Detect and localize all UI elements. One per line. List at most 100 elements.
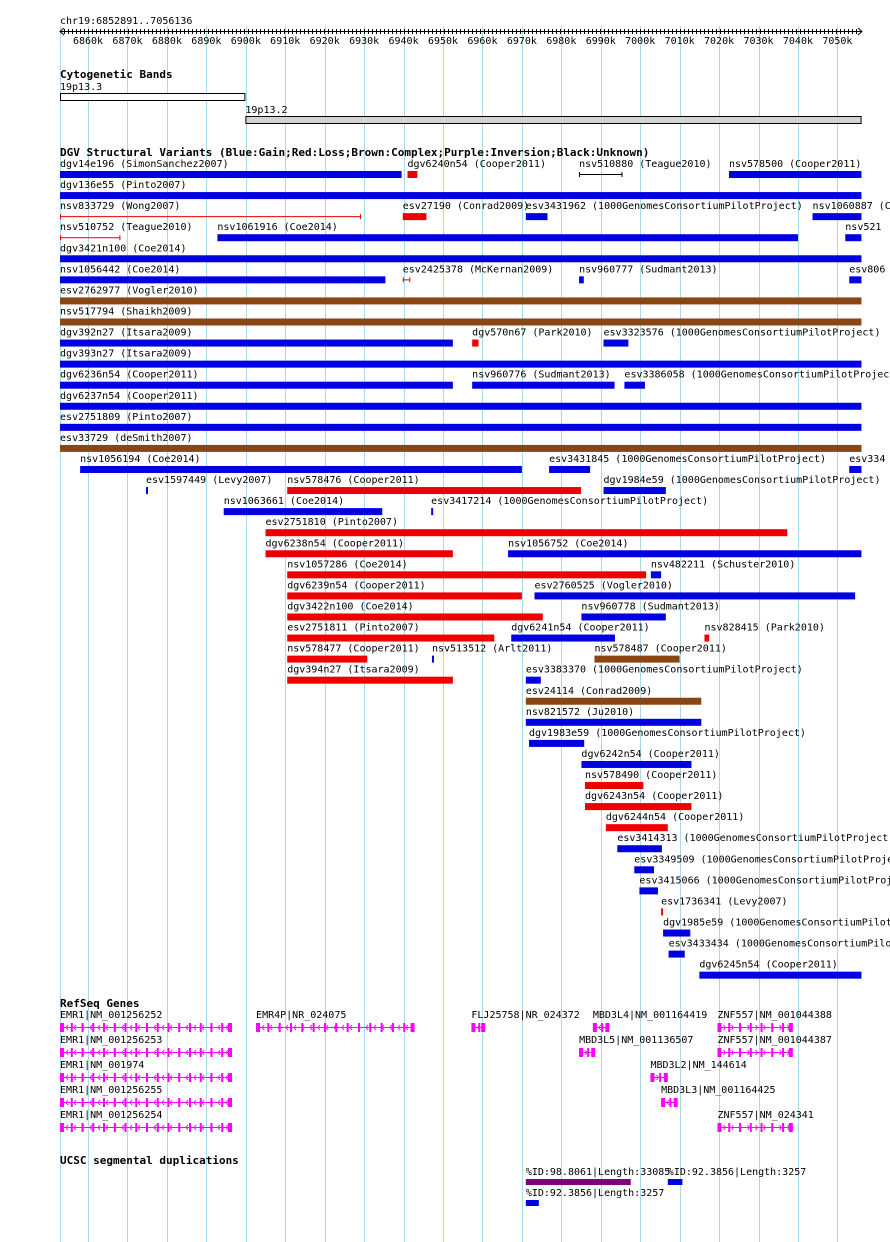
sv-feature[interactable]: nsv578476 (Cooper2011): [287, 475, 582, 495]
segdup-bar[interactable]: [525, 1200, 539, 1206]
cytobands-track[interactable]: 19p13.3 19p13.2: [60, 82, 862, 124]
sv-bar[interactable]: [287, 613, 543, 621]
sv-bar[interactable]: [605, 824, 668, 832]
sv-bar[interactable]: [603, 339, 629, 347]
sv-bar[interactable]: [60, 423, 862, 431]
sv-bar[interactable]: [525, 676, 541, 684]
sv-bar[interactable]: [60, 276, 386, 284]
sv-bar[interactable]: [511, 634, 615, 642]
sv-feature[interactable]: nsv578487 (Cooper2011): [594, 644, 727, 663]
sv-bar[interactable]: [407, 171, 418, 178]
sv-bar[interactable]: [728, 171, 862, 178]
sv-bar[interactable]: [525, 718, 702, 726]
sv-bar[interactable]: [60, 192, 862, 200]
sv-bar[interactable]: [661, 908, 664, 916]
sv-bar[interactable]: [663, 929, 691, 937]
sv-feature[interactable]: dgv6244n54 (Cooper2011): [605, 812, 744, 832]
sv-feature[interactable]: esv3414313 (1000GenomesConsortiumPilotPr…: [617, 833, 890, 853]
cytoband[interactable]: [245, 116, 862, 124]
sv-feature[interactable]: nsv833729 (Wong2007): [60, 201, 361, 220]
cytoband[interactable]: [60, 93, 246, 101]
sv-bar[interactable]: [508, 550, 862, 558]
sv-feature[interactable]: dgv6236n54 (Cooper2011): [60, 370, 453, 389]
sv-feature[interactable]: nsv510752 (Teague2010): [60, 222, 192, 241]
sv-bar[interactable]: [287, 634, 495, 642]
segdups-track[interactable]: %ID:98.8061|Length:33085%ID:92.3856|Leng…: [525, 1167, 806, 1206]
sv-feature[interactable]: dgv3421n100 (Coe2014): [60, 243, 862, 263]
sv-feature[interactable]: nsv1056442 (Coe2014): [60, 264, 386, 284]
sv-feature[interactable]: nsv578490 (Cooper2011): [584, 770, 717, 790]
sv-feature[interactable]: dgv14e196 (SimonSanchez2007): [60, 159, 402, 178]
sv-feature[interactable]: nsv1056752 (Coe2014): [508, 538, 862, 558]
sv-bar[interactable]: [60, 297, 862, 305]
sv-feature[interactable]: nsv960776 (Sudmant2013): [472, 370, 615, 389]
sv-feature[interactable]: esv3433434 (1000GenomesConsortiumPilotPr…: [668, 939, 890, 958]
sv-feature[interactable]: nsv513512 (Arlt2011): [431, 644, 552, 663]
sv-bar[interactable]: [699, 971, 862, 979]
sv-feature[interactable]: nsv960777 (Sudmant2013): [579, 264, 718, 284]
sv-feature[interactable]: esv1597449 (Levy2007): [146, 475, 272, 495]
sv-bar[interactable]: [287, 676, 453, 684]
sv-feature[interactable]: dgv6241n54 (Cooper2011): [511, 623, 650, 642]
sv-feature[interactable]: dgv1985e59 (1000GenomesConsortiumPilotPr…: [663, 918, 890, 937]
sv-bar[interactable]: [217, 234, 798, 242]
dgv-track[interactable]: dgv14e196 (SimonSanchez2007) dgv6240n54 (…: [60, 159, 890, 979]
sv-bar[interactable]: [472, 339, 479, 347]
sv-feature[interactable]: esv3386058 (1000GenomesConsortiumPilotPr…: [624, 370, 890, 389]
sv-feature[interactable]: dgv6243n54 (Cooper2011): [584, 791, 723, 811]
sv-bar[interactable]: [579, 276, 584, 284]
sv-bar[interactable]: [287, 571, 647, 579]
segdup-bar[interactable]: [525, 1179, 631, 1185]
sv-bar[interactable]: [60, 171, 402, 178]
gene-model[interactable]: EMR1|NM_001974: [60, 1060, 232, 1082]
sv-feature[interactable]: nsv1057286 (Coe2014): [287, 559, 647, 579]
sv-feature[interactable]: dgv6240n54 (Cooper2011): [407, 159, 546, 178]
sv-bar[interactable]: [525, 697, 702, 705]
sv-feature[interactable]: dgv1984e59 (1000GenomesConsortiumPilotPr…: [603, 475, 881, 495]
gene-model[interactable]: MBD3L2|NM_144614: [650, 1060, 747, 1082]
sv-bar[interactable]: [650, 571, 662, 579]
sv-bar[interactable]: [472, 381, 615, 389]
sv-bar[interactable]: [603, 487, 666, 495]
sv-feature[interactable]: nsv1056194 (Coe2014): [80, 454, 522, 473]
gene-model[interactable]: ZNF557|NM_024341: [717, 1110, 814, 1132]
sv-feature[interactable]: nsv828415 (Park2010): [704, 623, 825, 642]
sv-feature[interactable]: esv3431962 (1000GenomesConsortiumPilotPr…: [525, 201, 803, 221]
sv-bar[interactable]: [849, 276, 862, 284]
sv-bar[interactable]: [704, 634, 710, 642]
sv-bar[interactable]: [639, 887, 658, 895]
sv-feature[interactable]: nsv517794 (Shaikh2009): [60, 306, 862, 326]
sv-feature[interactable]: esv1736341 (Levy2007): [661, 896, 788, 916]
sv-bar[interactable]: [668, 950, 685, 958]
sv-bar[interactable]: [146, 487, 149, 495]
sv-feature[interactable]: dgv392n27 (Itsara2009): [60, 328, 453, 347]
gene-model[interactable]: MBD3L5|NM_001136507: [579, 1035, 693, 1057]
sv-feature[interactable]: nsv821572 (Ju2010): [525, 707, 702, 726]
sv-feature[interactable]: nsv1061916 (Coe2014): [217, 222, 798, 242]
sv-feature[interactable]: nsv1063661 (Coe2014): [223, 496, 383, 516]
sv-bar[interactable]: [60, 318, 862, 326]
sv-bar[interactable]: [812, 213, 862, 221]
sv-feature[interactable]: esv3383370 (1000GenomesConsortiumPilotPr…: [525, 665, 803, 684]
sv-feature[interactable]: esv806: [849, 264, 885, 284]
sv-feature[interactable]: dgv394n27 (Itsara2009): [287, 665, 453, 684]
gene-model[interactable]: EMR1|NM_001256254: [60, 1110, 232, 1132]
sv-bar[interactable]: [60, 360, 862, 368]
sv-feature[interactable]: dgv1983e59 (1000GenomesConsortiumPilotPr…: [528, 728, 806, 747]
sv-bar[interactable]: [624, 381, 645, 389]
gene-model[interactable]: EMR1|NM_001256253: [60, 1035, 232, 1057]
segdup-feature[interactable]: %ID:98.8061|Length:33085: [525, 1167, 671, 1185]
sv-feature[interactable]: esv3323576 (1000GenomesConsortiumPilotPr…: [603, 328, 881, 347]
sv-bar[interactable]: [617, 845, 662, 853]
sv-bar[interactable]: [549, 465, 591, 473]
gene-model[interactable]: EMR4P|NR_024075: [256, 1010, 415, 1032]
sv-feature[interactable]: dgv136e55 (Pinto2007): [60, 180, 862, 200]
sv-bar[interactable]: [265, 529, 788, 537]
segdup-feature[interactable]: %ID:92.3856|Length:3257: [525, 1188, 664, 1206]
sv-feature[interactable]: esv2751811 (Pinto2007): [287, 623, 495, 642]
sv-bar[interactable]: [60, 255, 862, 263]
sv-bar[interactable]: [581, 760, 692, 768]
sv-feature[interactable]: nsv510880 (Teague2010): [579, 159, 712, 177]
segdup-feature[interactable]: %ID:92.3856|Length:3257: [667, 1167, 806, 1185]
sv-feature[interactable]: dgv6237n54 (Cooper2011): [60, 391, 862, 410]
